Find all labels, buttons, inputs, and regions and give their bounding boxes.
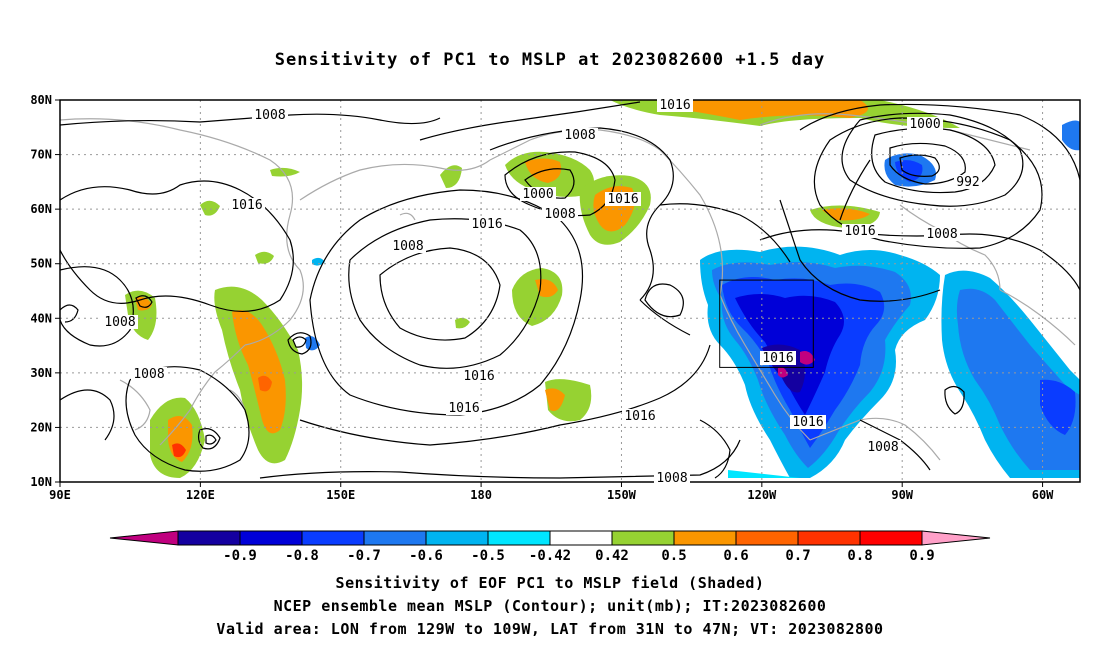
colorbar-label: -0.5 [471, 548, 505, 564]
map-frame [59, 99, 1081, 483]
lat-label: 40N [30, 311, 52, 325]
lat-label: 30N [30, 366, 52, 380]
colorbar-label: 0.8 [847, 548, 872, 564]
colorbar-label: -0.9 [223, 548, 257, 564]
contour-label: 1016 [762, 351, 793, 366]
lat-label: 20N [30, 420, 52, 434]
footer-line-2: NCEP ensemble mean MSLP (Contour); unit(… [273, 597, 827, 615]
colorbar: -0.9 -0.8 -0.7 -0.6 -0.5 -0.42 0.42 0.5 0.6 0.7 0.… [109, 530, 991, 564]
lat-label: 80N [30, 93, 52, 107]
contour-label: 1016 [448, 401, 479, 416]
lon-label: 120W [747, 488, 777, 502]
contour-label: 1008 [926, 227, 957, 242]
lon-label: 150E [326, 488, 355, 502]
map-axes: 90E 120E 150E 180 150W 120W 90W 60W 80N 70N 60N 50N… [30, 93, 1054, 502]
colorbar-low-arrow [109, 530, 179, 546]
contour-labels: 1016 1008 1000 1008 1000 992 1016 1016 1016 1008 1… [102, 98, 982, 486]
colorbar-label: -0.42 [529, 548, 571, 564]
contour-label: 1016 [659, 98, 690, 113]
lon-label: 150W [607, 488, 637, 502]
contour-label: 1016 [463, 369, 494, 384]
colorbar-label: 0.9 [909, 548, 934, 564]
lat-label: 10N [30, 475, 52, 489]
colorbar-label: -0.8 [285, 548, 319, 564]
contour-label: 1016 [607, 192, 638, 207]
contour-label: 1008 [867, 440, 898, 455]
colorbar-swatch [177, 530, 241, 546]
colorbar-swatch [673, 530, 737, 546]
colorbar-label: 0.6 [723, 548, 748, 564]
colorbar-swatch [549, 530, 613, 546]
colorbar-label: -0.6 [409, 548, 443, 564]
colorbar-swatch [239, 530, 303, 546]
lon-label: 90E [49, 488, 71, 502]
colorbar-swatch [859, 530, 923, 546]
contour-label: 1008 [656, 471, 687, 486]
valid-area-box [719, 279, 814, 368]
lon-label: 180 [470, 488, 492, 502]
colorbar-label: -0.7 [347, 548, 381, 564]
colorbar-swatch [425, 530, 489, 546]
colorbar-swatch [487, 530, 551, 546]
contour-label: 1008 [133, 367, 164, 382]
lat-label: 60N [30, 202, 52, 216]
colorbar-swatch [611, 530, 675, 546]
contour-label: 1008 [254, 108, 285, 123]
contour-label: 1016 [231, 198, 262, 213]
colorbar-label: 0.7 [785, 548, 810, 564]
positive-sensitivity-regions [125, 100, 960, 478]
lon-label: 90W [891, 488, 913, 502]
footer-line-3: Valid area: LON from 129W to 109W, LAT f… [216, 620, 884, 638]
colorbar-high-arrow [921, 530, 991, 546]
lat-label: 70N [30, 148, 52, 162]
colorbar-swatch [735, 530, 799, 546]
colorbar-swatch [363, 530, 427, 546]
contour-label: 1016 [844, 224, 875, 239]
contour-label: 1008 [392, 239, 423, 254]
contour-label: 1008 [544, 207, 575, 222]
colorbar-label: 0.5 [661, 548, 686, 564]
colorbar-label: 0.42 [595, 548, 629, 564]
chart-title: Sensitivity of PC1 to MSLP at 2023082600… [274, 50, 826, 70]
contour-label: 1016 [792, 415, 823, 430]
contour-label: 992 [956, 175, 979, 190]
contour-label: 1008 [104, 315, 135, 330]
contour-label: 1000 [522, 187, 553, 202]
contour-label: 1008 [564, 128, 595, 143]
shaded-sensitivity [125, 100, 1080, 478]
contour-label: 1016 [471, 217, 502, 232]
colorbar-swatch [301, 530, 365, 546]
lon-label: 60W [1032, 488, 1054, 502]
coastlines [60, 113, 1076, 461]
lat-label: 50N [30, 257, 52, 271]
lon-label: 120E [186, 488, 215, 502]
colorbar-swatch [797, 530, 861, 546]
contour-label: 1016 [624, 409, 655, 424]
footer-line-1: Sensitivity of EOF PC1 to MSLP field (Sh… [335, 574, 765, 592]
contour-label: 1000 [909, 117, 940, 132]
